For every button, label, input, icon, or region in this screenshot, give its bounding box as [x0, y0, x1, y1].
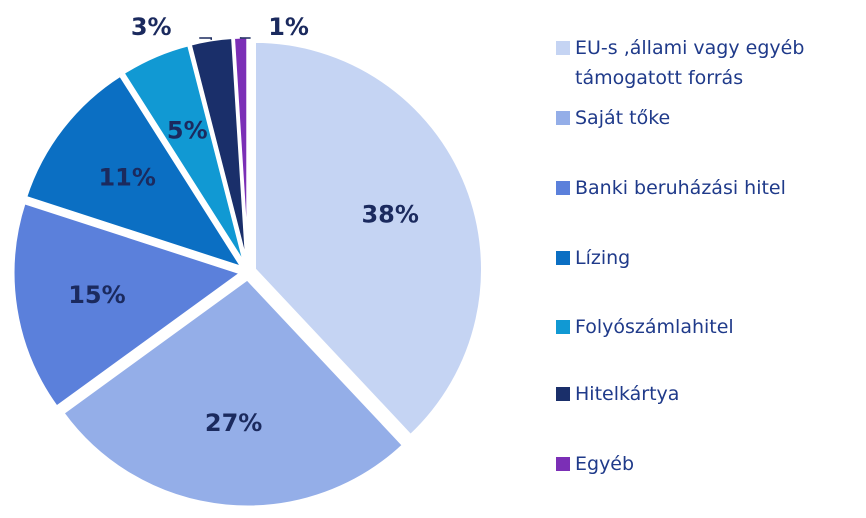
leader-line [199, 37, 212, 40]
legend-swatch [556, 181, 570, 195]
legend-item: Lízing [556, 243, 855, 273]
legend-item: Egyéb [556, 449, 855, 479]
pie-slice [60, 276, 406, 509]
legend-label: EU-s ,állami vagy egyéb támogatott forrá… [575, 37, 805, 89]
legend-swatch [556, 41, 570, 55]
pie-slice [253, 39, 485, 438]
legend-item: EU-s ,állami vagy egyéb támogatott forrá… [556, 33, 855, 93]
legend-item: Saját tőke [556, 103, 855, 133]
legend-swatch [556, 251, 570, 265]
data-label: 27% [205, 409, 262, 437]
data-label: 5% [167, 117, 208, 145]
data-label: 11% [98, 163, 155, 191]
legend-item: Hitelkártya [556, 379, 855, 409]
pie-slice [120, 42, 247, 267]
legend-swatch [556, 457, 570, 471]
legend-item: Banki beruházási hitel [556, 173, 855, 203]
legend-item: Folyószámlahitel [556, 312, 855, 342]
data-label: 15% [68, 281, 125, 309]
legend-swatch [556, 111, 570, 125]
leader-line [239, 37, 251, 39]
legend-label: Banki beruházási hitel [575, 177, 786, 199]
pie-slice [11, 200, 245, 410]
legend-label: Hitelkártya [575, 383, 680, 405]
pie-slice [23, 73, 246, 271]
legend-label: Folyószámlahitel [575, 316, 734, 338]
legend-swatch [556, 387, 570, 401]
data-label: 38% [361, 201, 418, 229]
legend-label: Saját tőke [575, 107, 671, 129]
data-label: 3% [131, 13, 172, 41]
legend-label: Egyéb [575, 453, 635, 475]
legend-label: Lízing [575, 247, 631, 269]
legend-swatch [556, 320, 570, 334]
pie: 38% 27% 15% 11% 5% 3% 1% [11, 13, 485, 509]
data-label: 1% [268, 13, 309, 41]
